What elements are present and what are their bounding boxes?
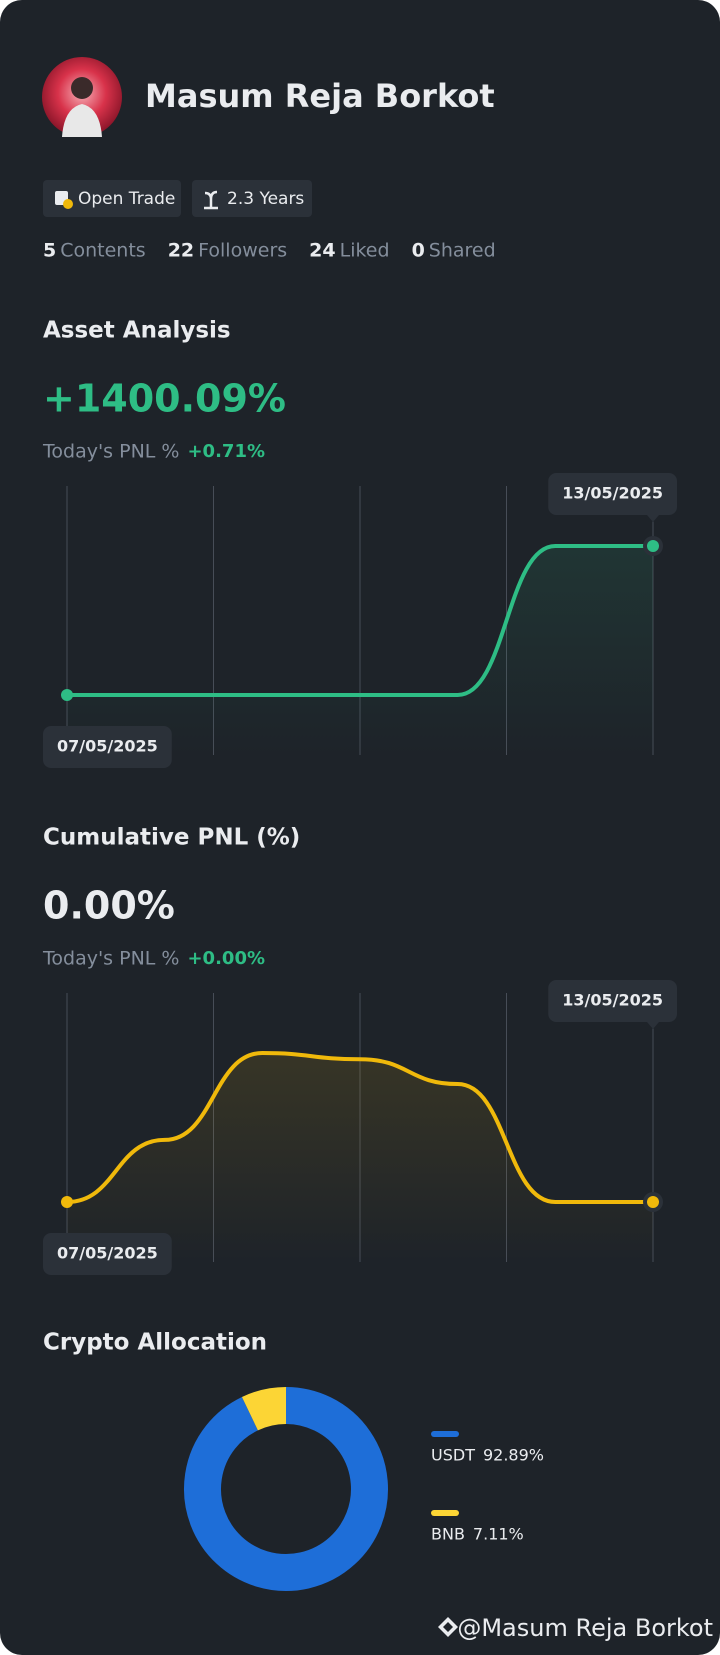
date-tooltip <box>548 980 677 1022</box>
legend-value: 92.89% <box>483 1446 544 1465</box>
section-title: Cumulative PNL (%) <box>43 825 300 851</box>
stat-label: Followers <box>198 240 287 262</box>
date-tooltip-label: 13/05/2025 <box>562 991 663 1010</box>
pnl-value: +0.71% <box>187 441 265 462</box>
area <box>67 546 653 755</box>
legend-swatch <box>431 1431 459 1437</box>
point <box>647 1196 659 1208</box>
section-title: Asset Analysis <box>43 318 231 344</box>
date-tooltip-label: 13/05/2025 <box>562 484 663 503</box>
pnl-label: Today's PNL % <box>42 441 179 463</box>
section-title: Crypto Allocation <box>43 1330 267 1356</box>
badge-label: 2.3 Years <box>227 189 304 209</box>
date-tooltip <box>548 473 677 515</box>
avatar-figure <box>71 77 93 99</box>
footer: @Masum Reja Borkot <box>457 1614 713 1642</box>
point <box>647 540 659 552</box>
date-tooltip <box>43 726 172 768</box>
stat-label: Liked <box>340 240 390 262</box>
badge-icon <box>204 190 218 210</box>
badge <box>43 180 181 217</box>
line <box>66 1050 653 1205</box>
footer-logo <box>438 1617 458 1637</box>
summary-value: +1400.09% <box>43 377 286 421</box>
profile-name: Masum Reja Borkot <box>145 77 495 115</box>
tooltip-pointer <box>647 515 659 522</box>
date-tooltip-label: 07/05/2025 <box>57 1244 158 1263</box>
point <box>61 1196 73 1208</box>
donut-slice <box>184 1387 388 1591</box>
stat-count: 24 <box>309 240 335 262</box>
tooltip-pointer <box>647 1022 659 1029</box>
stat-label: Shared <box>429 240 496 262</box>
badge-label: Open Trade <box>78 189 175 209</box>
avatar-figure <box>62 104 102 137</box>
pnl-value: +0.00% <box>187 948 265 969</box>
point <box>61 689 73 701</box>
badge <box>192 180 312 217</box>
legend-label: BNB <box>431 1525 465 1544</box>
pnl-label: Today's PNL % <box>42 948 179 970</box>
donut-slice <box>241 1387 287 1431</box>
stat-count: 0 <box>412 240 425 262</box>
legend-label: USDT <box>431 1446 475 1465</box>
legend-swatch <box>431 1510 459 1516</box>
stat-count: 22 <box>168 240 194 262</box>
date-tooltip-label: 07/05/2025 <box>57 737 158 756</box>
date-tooltip <box>43 1233 172 1275</box>
line <box>67 543 653 698</box>
badge-icon <box>63 199 73 209</box>
area <box>67 1053 653 1262</box>
stat-label: Contents <box>60 240 145 262</box>
stat-count: 5 <box>43 240 56 262</box>
legend-value: 7.11% <box>473 1525 524 1544</box>
summary-value: 0.00% <box>43 884 175 928</box>
